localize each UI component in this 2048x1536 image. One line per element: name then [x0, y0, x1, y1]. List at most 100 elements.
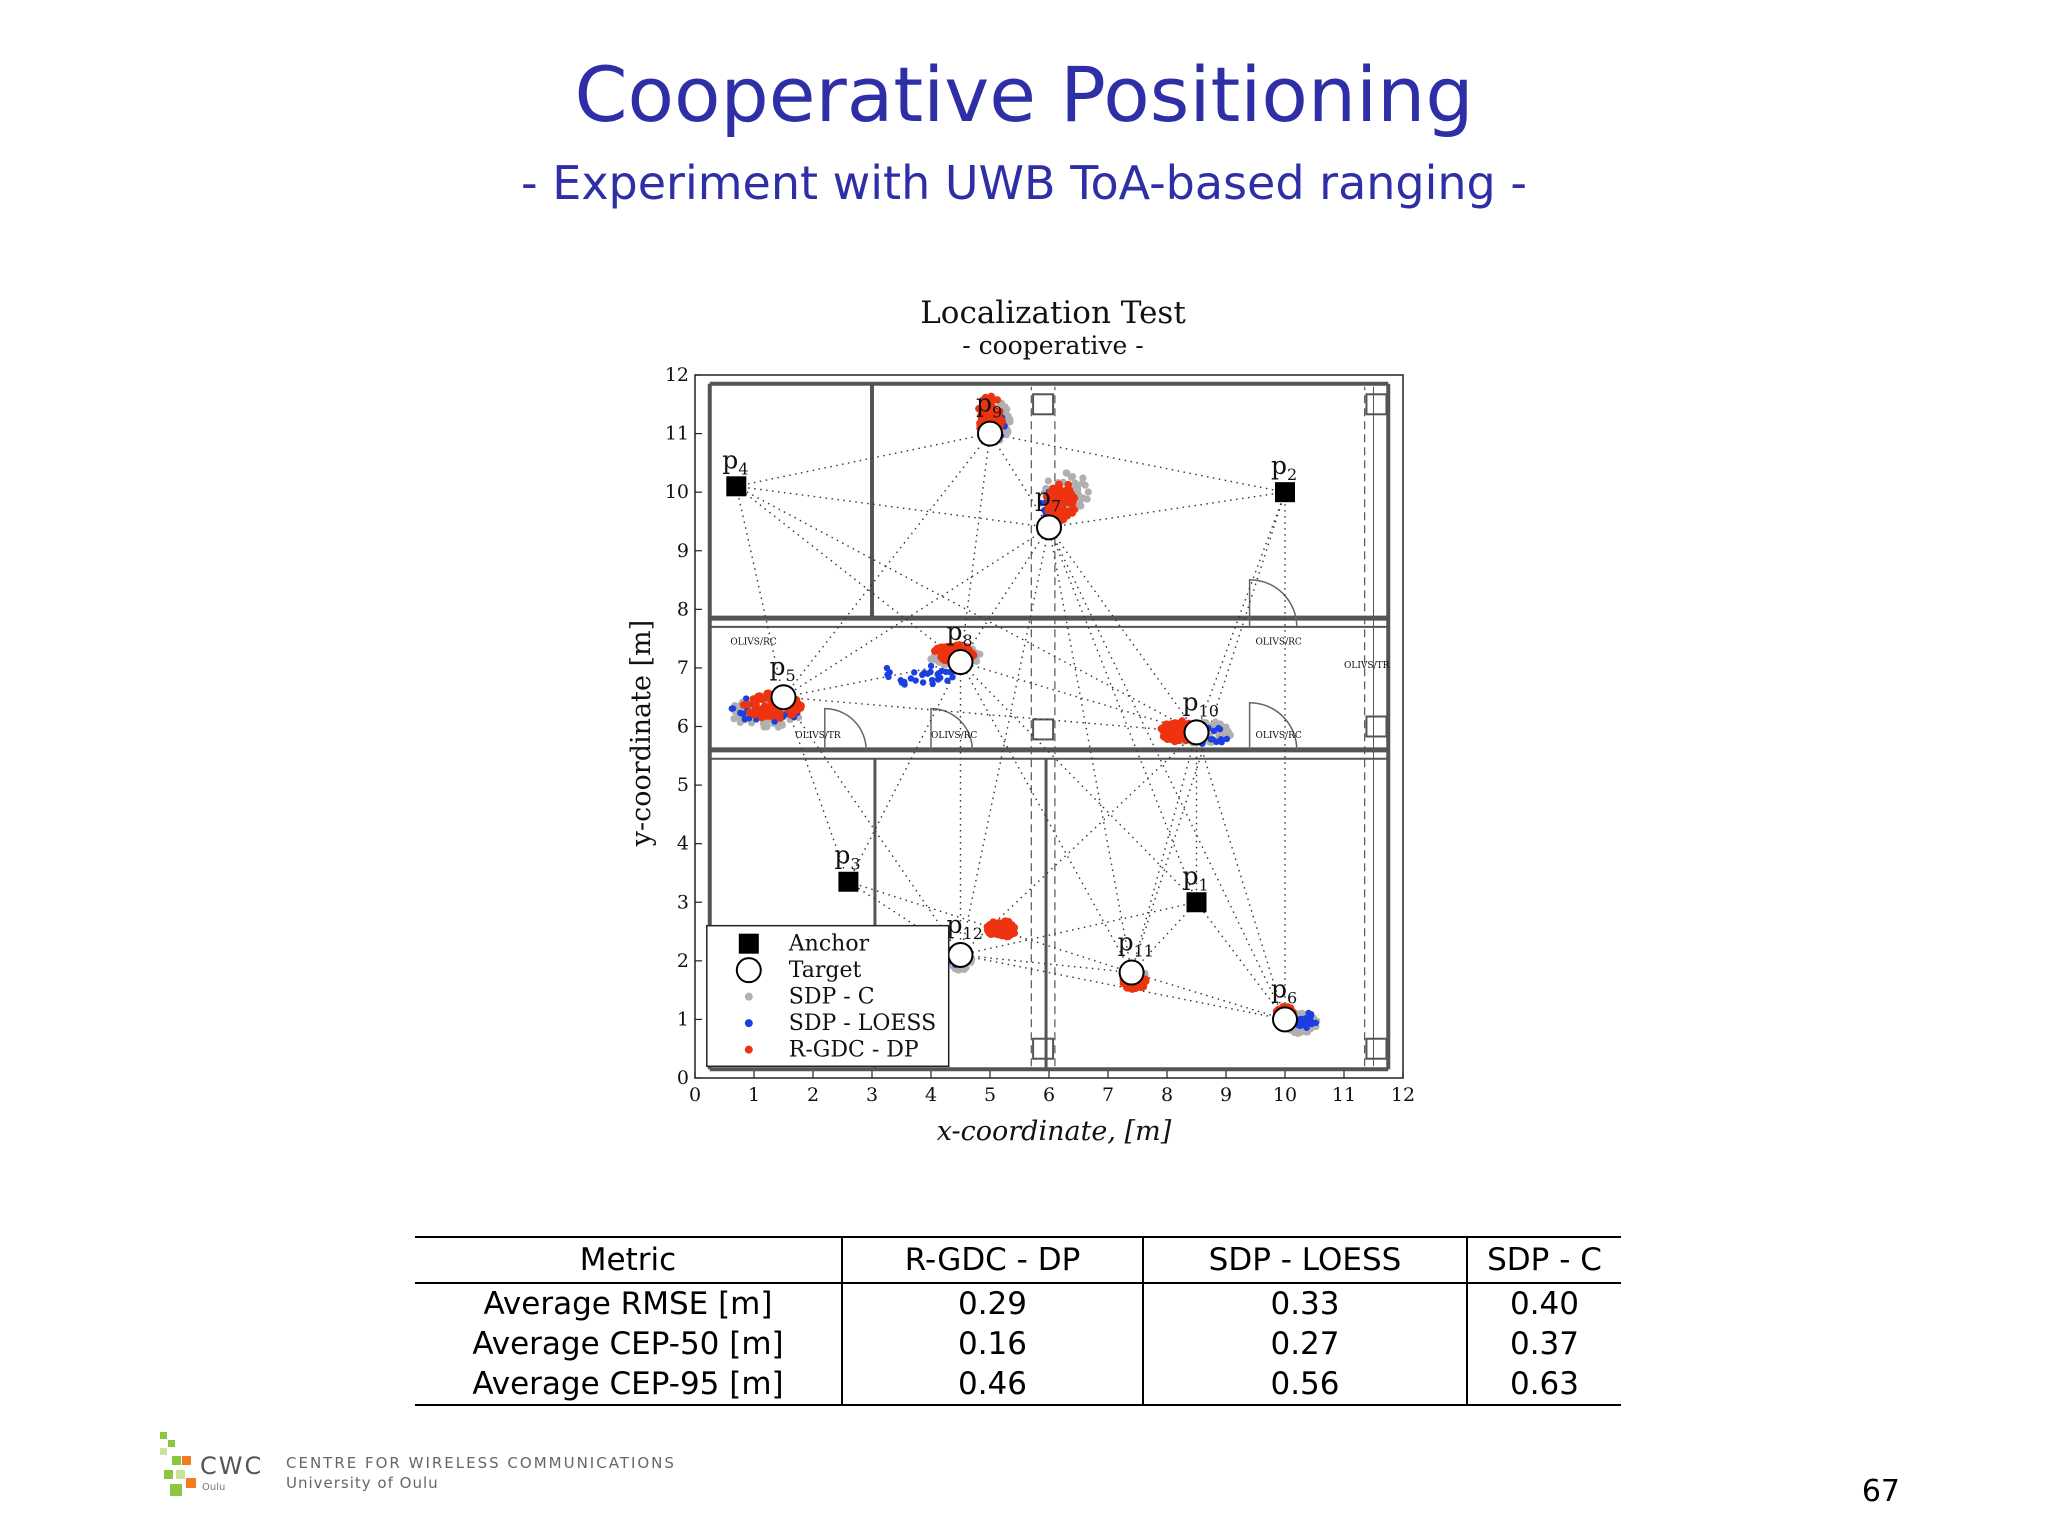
- cwc-logo-text: CWC: [200, 1452, 264, 1480]
- table-cell: 0.37: [1466, 1324, 1621, 1364]
- node-label: p4: [722, 445, 748, 478]
- rgdc-dp-point: [1123, 984, 1131, 992]
- door-arc: [930, 707, 974, 750]
- sdp-c-point: [1004, 412, 1012, 420]
- rgdc-dp-point: [1174, 726, 1183, 735]
- rgdc-dp-point: [754, 708, 762, 716]
- node-label: p6: [1271, 974, 1297, 1007]
- x-tick-label: 2: [807, 1084, 819, 1106]
- range-link: [848, 881, 961, 956]
- y-tick-label: 5: [677, 774, 689, 796]
- sdp-loess-point: [1218, 738, 1225, 746]
- cwc-logo-mark: [160, 1432, 196, 1496]
- rgdc-dp-point: [775, 710, 784, 718]
- range-link: [960, 661, 1197, 734]
- y-tick-label: 3: [677, 891, 689, 913]
- sdp-loess-point: [729, 705, 737, 712]
- rgdc-dp-point: [995, 407, 1004, 416]
- target-marker: [947, 941, 974, 968]
- rgdc-dp-point: [995, 416, 1004, 425]
- range-link: [989, 433, 1050, 528]
- range-link: [959, 433, 991, 663]
- range-link: [1048, 491, 1286, 529]
- table-row: Average CEP-50 [m] 0.16 0.27 0.37: [415, 1324, 1621, 1364]
- node-label: p11: [1118, 928, 1154, 961]
- rgdc-dp-point: [989, 927, 998, 936]
- rgdc-dp-point: [1163, 735, 1172, 743]
- y-tick-label: 6: [677, 716, 689, 738]
- y-tick-label: 4: [677, 833, 689, 855]
- node-label-subscript: 7: [1051, 496, 1061, 515]
- cwc-logo: CWC Oulu CENTRE FOR WIRELESS COMMUNICATI…: [158, 1430, 718, 1510]
- rgdc-dp-point: [1044, 501, 1052, 510]
- range-link: [960, 661, 1197, 903]
- metrics-table: Metric R-GDC - DP SDP - LOESS SDP - C Av…: [415, 1236, 1621, 1406]
- legend-anchor-swatch: [738, 933, 759, 954]
- x-tick-label: 1: [748, 1084, 760, 1106]
- rgdc-dp-point: [1060, 487, 1068, 495]
- rgdc-dp-point: [1004, 925, 1012, 933]
- node-label: p1: [1183, 861, 1209, 894]
- table-cell: 0.29: [841, 1283, 1143, 1324]
- table-header-row: Metric R-GDC - DP SDP - LOESS SDP - C: [415, 1237, 1621, 1283]
- floorplan-label: OLIVS/TR: [795, 731, 841, 741]
- target-marker: [770, 684, 797, 711]
- sdp-c-point: [1003, 405, 1011, 413]
- sdp-c-point: [1074, 485, 1082, 494]
- page-number: 67: [1861, 1474, 1900, 1509]
- rgdc-dp-point: [938, 652, 946, 661]
- sdp-loess-point: [927, 662, 935, 670]
- pillar: [1365, 393, 1388, 416]
- sdp-c-point: [1081, 481, 1089, 489]
- range-link: [1131, 901, 1198, 974]
- sdp-loess-point: [912, 677, 919, 684]
- node-label-subscript: 12: [963, 924, 983, 943]
- x-tick-label: 11: [1332, 1084, 1356, 1106]
- node-label-subscript: 10: [1199, 701, 1219, 720]
- rgdc-dp-point: [1162, 720, 1171, 729]
- floorplan-label: OLIVS/TR: [1344, 661, 1390, 671]
- chart-subtitle: - cooperative -: [962, 331, 1144, 360]
- legend-label: SDP - LOESS: [789, 1011, 936, 1036]
- range-link: [1195, 732, 1286, 1020]
- sdp-loess-point: [884, 671, 891, 678]
- legend-target-swatch: [735, 957, 762, 984]
- sdp-loess-point: [934, 676, 942, 683]
- sdp-c-point: [1294, 1029, 1303, 1037]
- target-marker: [1036, 514, 1062, 541]
- y-tick-label: 12: [665, 364, 689, 386]
- slide-subtitle: - Experiment with UWB ToA-based ranging …: [521, 156, 1527, 210]
- sdp-loess-point: [1215, 724, 1222, 732]
- range-link: [1048, 526, 1198, 733]
- sdp-loess-point: [942, 668, 950, 676]
- sdp-loess-point: [1308, 1018, 1315, 1025]
- table-cell: 0.56: [1142, 1364, 1467, 1405]
- target-marker: [977, 420, 1003, 447]
- sdp-c-point: [730, 715, 738, 723]
- range-link: [782, 696, 962, 956]
- sdp-loess-point: [928, 676, 936, 684]
- rgdc-dp-point: [987, 396, 996, 405]
- node-label-subscript: 4: [738, 459, 748, 478]
- table-header: Metric: [579, 1242, 677, 1278]
- rgdc-dp-point: [796, 704, 805, 712]
- sdp-c-point: [1071, 479, 1079, 487]
- sdp-loess-point: [919, 671, 926, 679]
- rgdc-dp-point: [986, 402, 994, 411]
- table-cell: 0.27: [1142, 1324, 1467, 1364]
- target-marker: [1118, 959, 1145, 986]
- target-marker: [947, 649, 974, 676]
- sdp-c-point: [1079, 494, 1087, 502]
- door-arc: [824, 707, 867, 750]
- door-arc: [1248, 578, 1298, 627]
- door-arc: [1248, 701, 1298, 750]
- rgdc-dp-point: [1066, 507, 1074, 516]
- range-link: [960, 954, 1286, 1021]
- sdp-loess-point: [919, 679, 927, 686]
- legend-dot-swatch: [744, 1045, 753, 1054]
- sdp-loess-point: [1037, 499, 1045, 507]
- sdp-loess-point: [949, 673, 956, 681]
- rgdc-dp-point: [1064, 480, 1073, 489]
